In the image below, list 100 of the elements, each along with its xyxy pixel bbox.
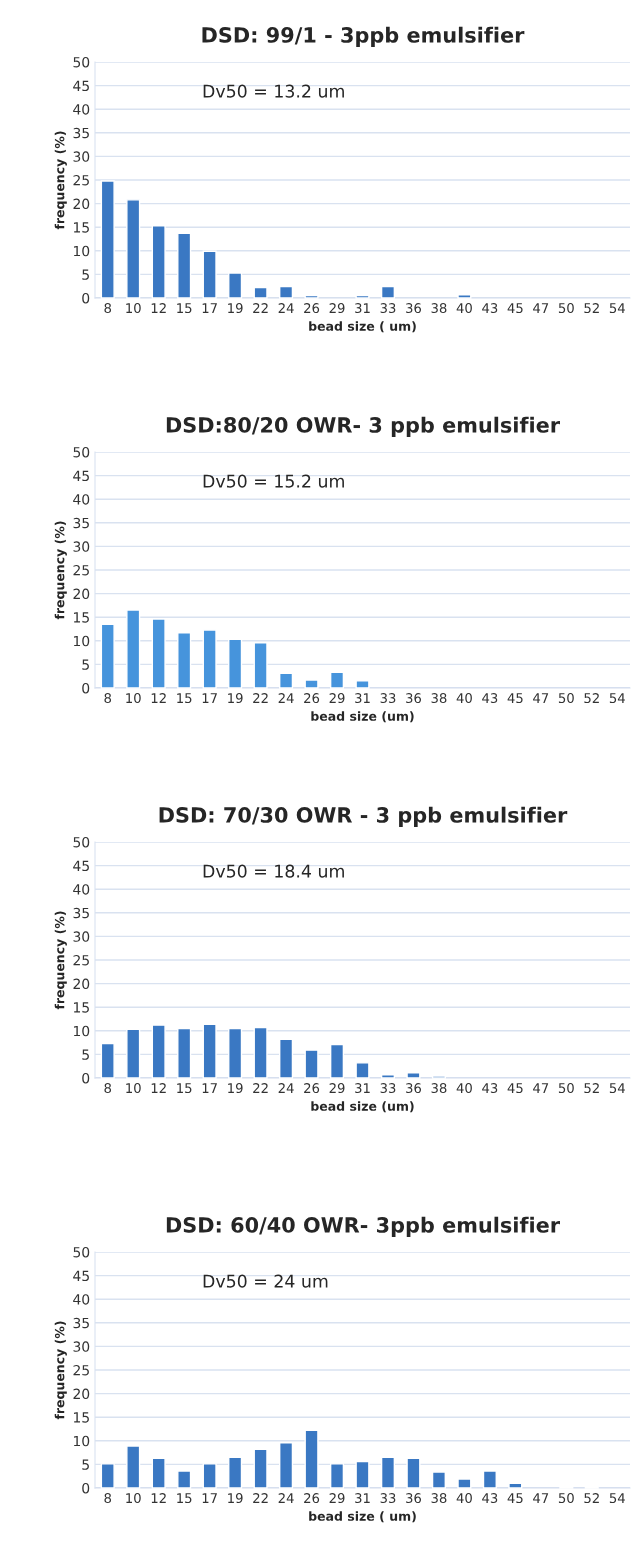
x-tick-label: 45 — [507, 303, 523, 314]
x-axis-title: bead size ( um) — [309, 321, 416, 333]
y-tick-label: 0 — [82, 1072, 90, 1084]
x-tick-label: 10 — [126, 693, 141, 704]
x-tick-label: 33 — [380, 1493, 396, 1504]
x-tick-label: 17 — [202, 303, 217, 313]
y-axis-title: frequency (%) — [54, 521, 67, 620]
y-tick-label: 25 — [73, 174, 89, 186]
x-tick-label: 52 — [584, 1493, 599, 1504]
y-tick-label: 0 — [82, 682, 90, 694]
x-tick-label: 40 — [456, 1493, 472, 1504]
y-tick-label: 20 — [73, 588, 90, 600]
x-tick-label: 29 — [329, 303, 345, 314]
bar — [228, 272, 243, 299]
x-tick-label: 54 — [609, 693, 625, 704]
bar — [329, 1043, 345, 1079]
x-tick-label: 15 — [177, 1083, 192, 1094]
x-tick-label: 26 — [304, 693, 320, 704]
x-tick-label: 10 — [126, 1083, 141, 1094]
bar — [355, 680, 370, 689]
chart-title: DSD:80/20 OWR- 3 ppb emulsifier — [166, 416, 560, 437]
y-tick-label: 20 — [73, 1388, 90, 1400]
x-tick-label: 31 — [355, 1493, 370, 1504]
chart-title: DSD: 70/30 OWR - 3 ppb emulsifier — [159, 806, 568, 827]
bar — [100, 1463, 115, 1489]
x-tick-label: 43 — [482, 1083, 498, 1094]
bar — [380, 1074, 396, 1079]
bar — [177, 232, 192, 299]
annotation: Dv50 = 13.2 um — [203, 84, 344, 98]
x-tick-label: 33 — [380, 693, 396, 704]
y-tick-label: 40 — [73, 104, 90, 115]
x-tick-label: 10 — [126, 303, 141, 314]
bar — [253, 1448, 268, 1489]
x-tick-label: 22 — [253, 693, 268, 703]
x-tick-label: 38 — [431, 303, 447, 314]
bar — [100, 1042, 115, 1079]
y-tick-label: 5 — [82, 659, 89, 670]
bar — [380, 1456, 396, 1489]
x-tick-label: 12 — [151, 693, 166, 703]
bar — [126, 609, 141, 689]
x-tick-label: 40 — [456, 693, 472, 704]
x-tick-label: 31 — [355, 1083, 370, 1094]
y-tick-label: 0 — [82, 292, 90, 304]
bar — [355, 294, 370, 299]
y-axis-title: frequency (%) — [54, 911, 67, 1010]
y-tick-label: 40 — [73, 1294, 90, 1305]
x-tick-label: 10 — [126, 1493, 141, 1504]
y-tick-label: 45 — [73, 1270, 89, 1282]
x-tick-label: 24 — [278, 1493, 294, 1503]
bar — [304, 1429, 319, 1489]
y-tick-label: 15 — [73, 222, 89, 233]
bar — [228, 1456, 243, 1489]
y-tick-label: 35 — [73, 127, 89, 139]
x-tick-label: 36 — [406, 1083, 422, 1094]
bar — [228, 638, 243, 689]
y-tick-label: 15 — [73, 1002, 89, 1013]
x-tick-label: 45 — [507, 693, 523, 704]
bar — [253, 1026, 268, 1079]
bar — [279, 1441, 294, 1489]
x-tick-label: 33 — [380, 303, 396, 314]
bar — [202, 1463, 217, 1489]
y-tick-label: 30 — [73, 1341, 90, 1352]
bar — [279, 672, 294, 689]
x-tick-label: 40 — [456, 1083, 472, 1094]
x-tick-label: 40 — [456, 303, 472, 314]
x-tick-label: 38 — [431, 693, 447, 704]
bar — [304, 1049, 319, 1079]
x-tick-label: 26 — [304, 1083, 320, 1094]
bar — [253, 286, 268, 299]
x-tick-label: 36 — [406, 1493, 422, 1504]
x-tick-label: 8 — [104, 1493, 112, 1504]
bar — [380, 285, 396, 299]
bar — [457, 294, 472, 299]
y-tick-label: 50 — [73, 56, 90, 68]
x-tick-label: 19 — [228, 303, 243, 314]
x-tick-label: 17 — [202, 693, 217, 703]
x-tick-label: 54 — [609, 303, 625, 314]
y-tick-label: 35 — [73, 1317, 89, 1329]
x-tick-label: 29 — [329, 1493, 345, 1504]
x-axis-title: bead size (um) — [311, 1101, 414, 1113]
bar — [355, 1062, 370, 1079]
x-tick-label: 12 — [151, 1083, 166, 1093]
bar — [431, 1471, 446, 1489]
x-tick-label: 19 — [228, 1493, 243, 1504]
x-tick-label: 52 — [584, 1083, 599, 1094]
x-tick-label: 24 — [278, 693, 294, 703]
x-tick-label: 26 — [304, 1493, 320, 1504]
x-tick-label: 29 — [329, 1083, 345, 1094]
chart-title: DSD: 60/40 OWR- 3ppb emulsifier — [166, 1216, 560, 1237]
y-tick-label: 30 — [73, 931, 90, 942]
y-tick-label: 40 — [73, 884, 90, 895]
bar — [126, 199, 141, 299]
x-axis-title: bead size ( um) — [309, 1511, 416, 1523]
y-tick-label: 5 — [82, 1459, 89, 1470]
x-tick-label: 47 — [533, 693, 549, 703]
x-tick-label: 29 — [329, 693, 345, 704]
x-tick-label: 19 — [228, 693, 243, 704]
bar — [177, 1470, 192, 1489]
y-tick-label: 30 — [73, 151, 90, 162]
y-tick-label: 10 — [73, 1025, 90, 1037]
